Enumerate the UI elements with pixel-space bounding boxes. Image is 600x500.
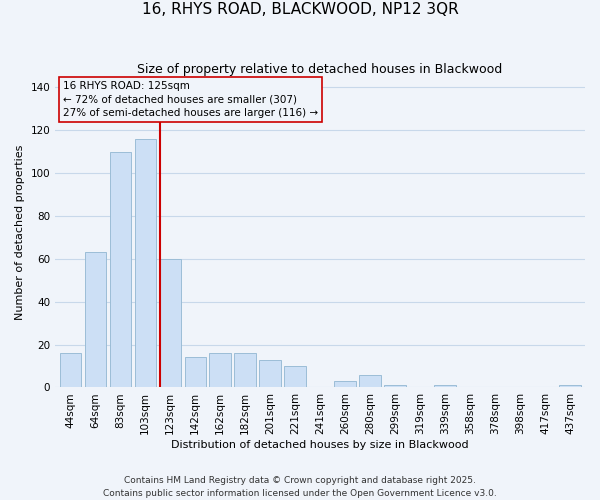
Bar	[434, 386, 455, 388]
Bar	[209, 353, 231, 388]
Bar	[235, 353, 256, 388]
Bar	[110, 152, 131, 388]
Bar	[259, 360, 281, 388]
Bar	[334, 381, 356, 388]
Bar	[160, 259, 181, 388]
Text: 16 RHYS ROAD: 125sqm
← 72% of detached houses are smaller (307)
27% of semi-deta: 16 RHYS ROAD: 125sqm ← 72% of detached h…	[63, 82, 318, 118]
Bar	[185, 358, 206, 388]
Text: 16, RHYS ROAD, BLACKWOOD, NP12 3QR: 16, RHYS ROAD, BLACKWOOD, NP12 3QR	[142, 2, 458, 18]
Bar	[59, 353, 81, 388]
X-axis label: Distribution of detached houses by size in Blackwood: Distribution of detached houses by size …	[171, 440, 469, 450]
Bar	[284, 366, 306, 388]
Text: Contains HM Land Registry data © Crown copyright and database right 2025.
Contai: Contains HM Land Registry data © Crown c…	[103, 476, 497, 498]
Bar	[359, 374, 380, 388]
Bar	[385, 386, 406, 388]
Bar	[559, 386, 581, 388]
Bar	[85, 252, 106, 388]
Y-axis label: Number of detached properties: Number of detached properties	[15, 144, 25, 320]
Title: Size of property relative to detached houses in Blackwood: Size of property relative to detached ho…	[137, 62, 503, 76]
Bar	[134, 139, 156, 388]
